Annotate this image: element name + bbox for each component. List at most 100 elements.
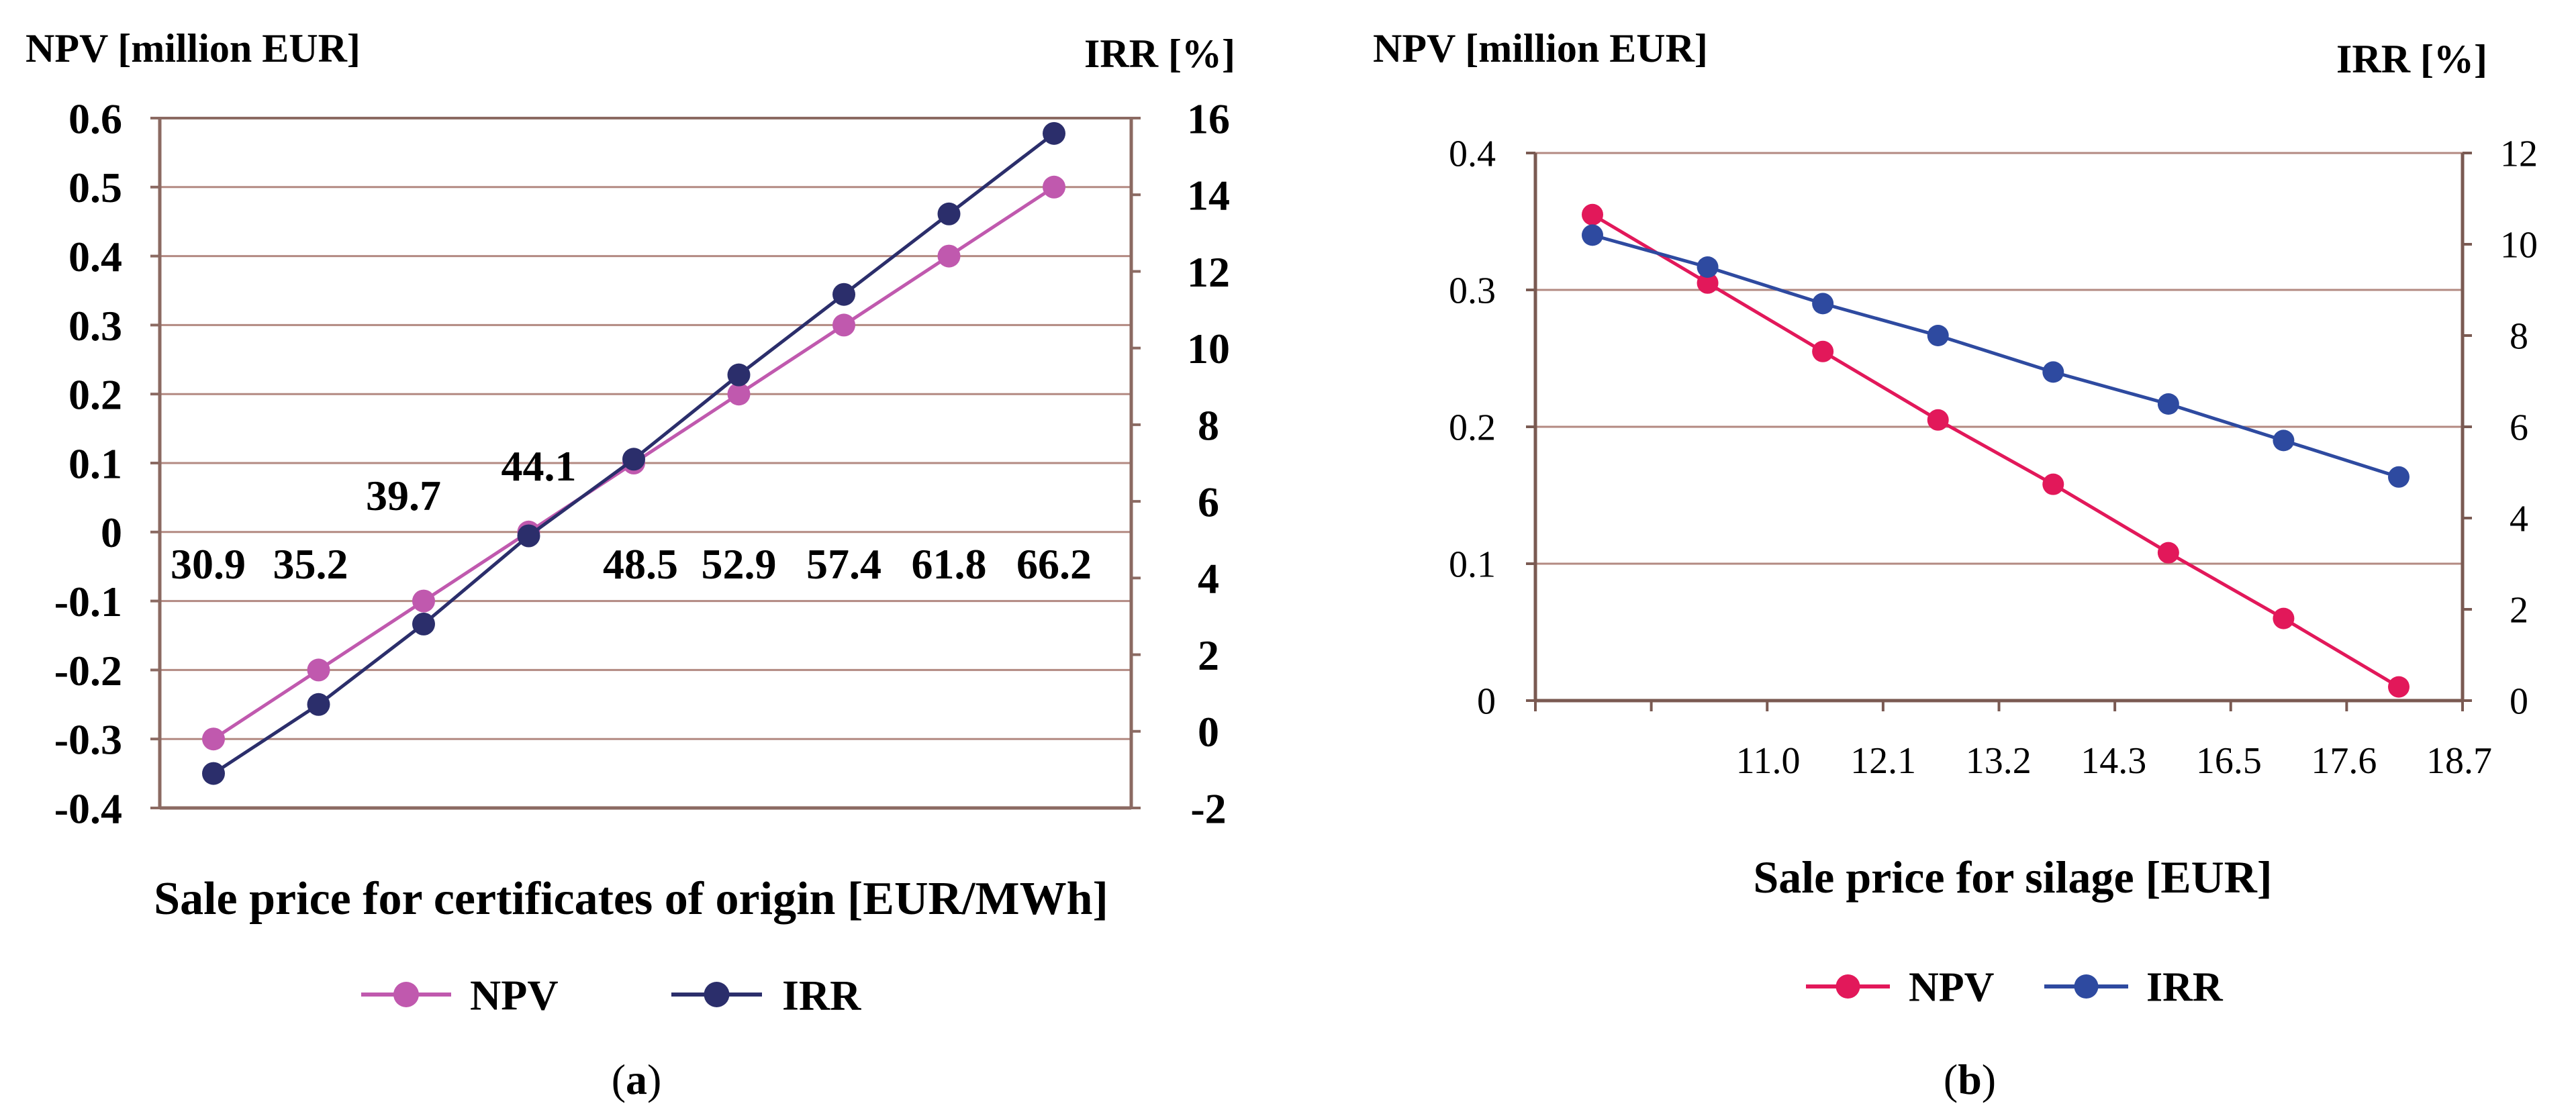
data-point-irr (1582, 224, 1603, 246)
data-point-irr (1697, 256, 1719, 278)
data-point-irr (307, 693, 330, 716)
legend-marker (2074, 974, 2099, 999)
y2-tick-label: 16 (1187, 95, 1230, 142)
data-point-irr (2157, 393, 2179, 415)
x-tick-label: 11.0 (1736, 740, 1801, 782)
legend-label: NPV (1909, 965, 1995, 1011)
x-tick-label: 48.5 (603, 540, 678, 588)
chart-a: -0.4 -0.3 -0.2 -0.1 0 0.1 0.2 0.3 0.4 0.5 0.6 -2 0 2 4… (26, 26, 1235, 1103)
y2-tick-label: 2 (2510, 590, 2528, 631)
data-point-irr (727, 363, 751, 387)
data-point-irr (2042, 361, 2064, 383)
y2-tick-label: 6 (2510, 407, 2528, 449)
data-point-irr (1043, 121, 1065, 145)
panel-letter: a (626, 1056, 647, 1103)
legend-marker (393, 982, 419, 1007)
data-point-npv (1927, 409, 1949, 431)
y2-tick-label: 14 (1187, 172, 1230, 219)
data-point-npv (2273, 607, 2295, 629)
data-point-npv (412, 589, 435, 613)
right-axis-title: IRR [%] (2336, 37, 2487, 81)
y-tick-label: 0 (101, 509, 122, 556)
data-point-irr (832, 283, 855, 306)
legend-marker (1835, 974, 1860, 999)
data-point-npv (1812, 340, 1834, 362)
panel-letter: b (1958, 1056, 1982, 1103)
y2-tick-label: 4 (1198, 555, 1219, 603)
chart-b: 0 0.1 0.2 0.3 0.4 0 2 4 6 8 10 12 11.0 12.1 13.2 14.3 16… (1373, 26, 2538, 1103)
y-tick-label: 0 (1477, 681, 1496, 723)
x-axis-title: Sale price for silage [EUR] (1753, 852, 2272, 903)
y-tick-label: 0.2 (68, 371, 122, 419)
legend-label: IRR (2146, 965, 2224, 1011)
panel-label: (a) (612, 1056, 662, 1103)
data-point-irr (2388, 466, 2410, 488)
y-tick-label: 0.1 (68, 440, 122, 487)
data-point-npv (202, 727, 225, 751)
y2-tick-label: 10 (1187, 325, 1230, 372)
panel-label: (b) (1944, 1056, 1996, 1103)
x-tick-label: 18.7 (2426, 740, 2492, 782)
y-tick-label: -0.2 (54, 647, 122, 695)
y-tick-label: -0.3 (54, 716, 122, 764)
series-line-npv (1591, 213, 2400, 689)
x-tick-label: 57.4 (806, 540, 881, 588)
y2-tick-label: 2 (1198, 631, 1219, 679)
data-point-npv (1582, 203, 1603, 225)
y2-tick-label: 12 (2500, 134, 2538, 175)
y-tick-label: -0.4 (54, 784, 122, 832)
x-axis-title: Sale price for certificates of origin [E… (154, 873, 1108, 925)
x-tick-label: 44.1 (502, 442, 577, 490)
left-axis-title: NPV [million EUR] (1373, 26, 1708, 70)
y-tick-label: 0.1 (1449, 544, 1496, 586)
data-point-npv (1043, 175, 1065, 199)
data-point-npv (937, 244, 961, 268)
data-point-npv (727, 383, 751, 406)
data-point-irr (2273, 429, 2295, 452)
x-tick-label: 39.7 (366, 472, 441, 519)
y-tick-label: -0.1 (54, 578, 122, 625)
data-point-npv (2388, 676, 2410, 698)
legend-label: IRR (782, 971, 861, 1019)
data-point-irr (202, 762, 225, 785)
y-tick-label: 0.6 (68, 95, 122, 142)
y2-tick-label: 0 (1198, 708, 1219, 756)
y-tick-label: 0.3 (68, 302, 122, 350)
data-point-npv (2157, 542, 2179, 564)
x-tick-label: 35.2 (273, 540, 348, 588)
x-tick-label: 30.9 (171, 540, 246, 588)
left-axis-title: NPV [million EUR] (26, 26, 361, 70)
y2-tick-label: 12 (1187, 248, 1230, 296)
y2-tick-label: 4 (2510, 499, 2528, 540)
y2-tick-label: -2 (1190, 784, 1226, 832)
y-tick-label: 0.2 (1449, 407, 1496, 449)
x-tick-label: 14.3 (2081, 740, 2146, 782)
y2-tick-label: 8 (1198, 401, 1219, 449)
x-tick-label: 17.6 (2311, 740, 2377, 782)
series-line-irr (1592, 233, 2399, 479)
x-tick-label: 12.1 (1850, 740, 1916, 782)
legend-label: NPV (470, 971, 559, 1019)
data-point-npv (2042, 473, 2064, 495)
x-tick-label: 52.9 (702, 540, 777, 588)
data-point-npv (1697, 272, 1719, 294)
data-point-irr (412, 612, 435, 636)
y2-tick-label: 6 (1198, 478, 1219, 526)
data-point-irr (622, 448, 645, 471)
y2-tick-label: 8 (2510, 316, 2528, 358)
data-point-irr (937, 202, 961, 225)
legend-marker (704, 982, 730, 1007)
data-point-irr (1927, 325, 1949, 346)
y-tick-label: 0.3 (1449, 270, 1496, 312)
x-tick-label: 13.2 (1966, 740, 2032, 782)
data-point-npv (307, 658, 330, 682)
data-point-npv (832, 313, 855, 337)
data-point-irr (517, 524, 540, 548)
y2-tick-label: 10 (2500, 225, 2538, 266)
y-tick-label: 0.4 (1449, 134, 1496, 175)
x-tick-label: 61.8 (912, 540, 987, 588)
right-axis-title: IRR [%] (1084, 32, 1235, 76)
x-tick-label: 16.5 (2196, 740, 2262, 782)
y-tick-label: 0.5 (68, 164, 122, 211)
